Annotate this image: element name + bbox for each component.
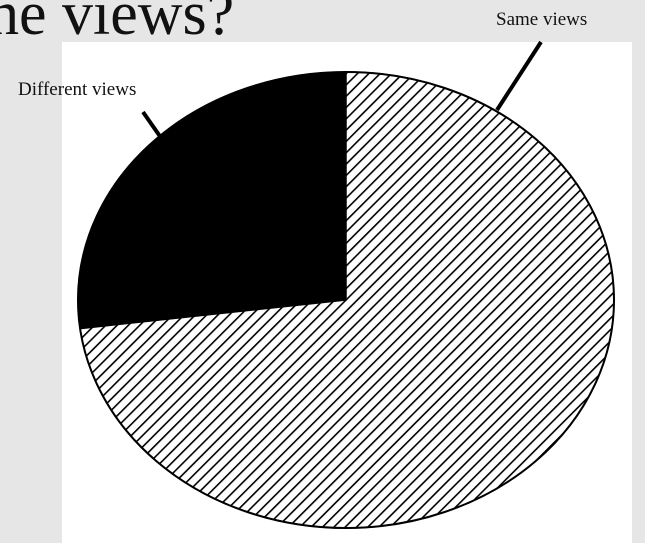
label-same-views: Same views (496, 9, 587, 30)
slide-heading: he views? (0, 0, 234, 48)
pie-chart (77, 71, 615, 529)
callout-line-different-views (141, 110, 189, 177)
pie-outline (77, 71, 615, 529)
callout-line-same-views (495, 40, 543, 112)
label-different-views: Different views (18, 79, 136, 100)
